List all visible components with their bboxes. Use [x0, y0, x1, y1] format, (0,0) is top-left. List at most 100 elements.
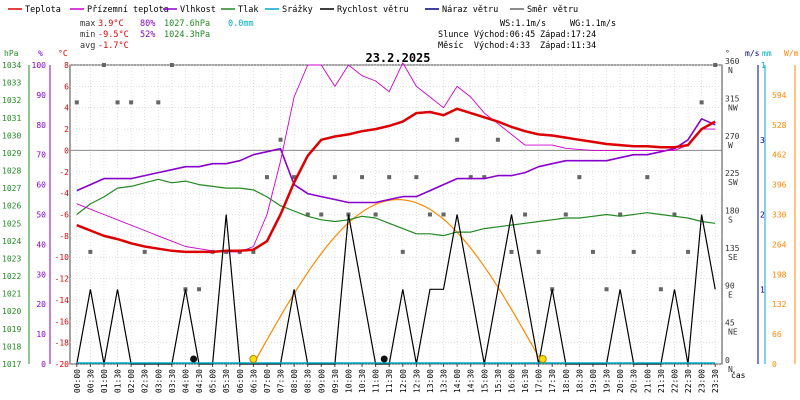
direction-tick-label: 360 [725, 57, 740, 66]
direction-compass-label: E [728, 290, 733, 299]
pressure-tick-label: 1030 [2, 131, 21, 140]
x-tick-label: 22:00 [670, 369, 679, 393]
x-tick-label: 03:30 [168, 369, 177, 393]
x-tick-label: 04:30 [195, 369, 204, 393]
x-tick-label: 09:30 [331, 369, 340, 393]
x-tick-label: 14:00 [453, 369, 462, 393]
x-tick-label: 18:30 [575, 369, 584, 393]
wind-direction-point [509, 249, 514, 254]
direction-unit: ° [725, 49, 730, 58]
x-tick-label: 20:00 [616, 369, 625, 393]
pressure-tick-label: 1023 [2, 254, 21, 263]
direction-compass-label: S [728, 216, 733, 225]
direction-compass-label: N [728, 365, 733, 374]
x-tick-label: 08:30 [304, 369, 313, 393]
moonrise-info: Měsíc Východ:4:33 [438, 41, 530, 51]
wind-direction-point [129, 100, 134, 105]
x-tick-label: 07:30 [277, 369, 286, 393]
temp-tick-label: -10 [55, 253, 70, 262]
radiation-tick-label: 0 [772, 360, 777, 369]
x-tick-label: 13:30 [440, 369, 449, 393]
x-tick-label: 22:30 [684, 369, 693, 393]
direction-compass-label: N [728, 66, 733, 75]
radiation-tick-label: 330 [772, 211, 787, 220]
temp-tick-label: -16 [55, 317, 70, 326]
wind-direction-point [672, 212, 677, 217]
direction-tick-label: 135 [725, 244, 740, 253]
x-tick-label: 16:30 [521, 369, 530, 393]
pressure-tick-label: 1019 [2, 325, 21, 334]
wind-direction-point [536, 249, 541, 254]
wind-direction-point [523, 212, 528, 217]
temp-tick-label: -12 [55, 275, 70, 284]
rain-unit: mm [762, 49, 772, 58]
legend-label: Přízemní teplota [87, 5, 169, 15]
rain-tick-label: 1 [761, 61, 766, 70]
wind-direction-point [251, 249, 256, 254]
wind-direction-point [292, 175, 297, 180]
x-tick-label: 20:30 [630, 369, 639, 393]
wind-direction-point [305, 212, 310, 217]
direction-compass-label: SW [728, 178, 738, 187]
wind-direction-point [495, 137, 500, 142]
direction-compass-label: NW [728, 103, 738, 112]
header: Teplota Přízemní teplota Vlhkost Tlak Srážky… [8, 5, 616, 65]
stat-max-temp: 3.9°C [98, 19, 124, 29]
wind-direction-point [427, 212, 432, 217]
moonset-info: Západ:11:34 [540, 41, 596, 51]
humidity-tick-label: 70 [36, 151, 46, 160]
series [74, 62, 718, 365]
pressure-tick-label: 1031 [2, 114, 21, 123]
x-tick-label: 01:30 [114, 369, 123, 393]
stat-max-hum: 80% [140, 19, 155, 29]
wind-direction-point [577, 175, 582, 180]
x-tick-label: 17:00 [535, 369, 544, 393]
pressure-tick-label: 1025 [2, 219, 21, 228]
x-tick-label: 23:30 [711, 369, 720, 393]
radiation-tick-label: 132 [772, 300, 787, 309]
direction-tick-label: 0 [725, 356, 730, 365]
x-tick-label: 14:30 [467, 369, 476, 393]
humidity-tick-label: 30 [36, 270, 46, 279]
x-tick-label: 10:30 [358, 369, 367, 393]
x-tick-label: 06:30 [249, 369, 258, 393]
pressure-tick-label: 1033 [2, 79, 21, 88]
legend: Teplota Přízemní teplota Vlhkost Tlak Srážky… [8, 5, 578, 15]
direction-tick-label: 180 [725, 207, 740, 216]
sunset-marker [538, 355, 547, 363]
x-tick-label: 19:00 [589, 369, 598, 393]
humidity-tick-label: 0 [41, 360, 46, 369]
stat-max-rain: 0.0mm [228, 19, 254, 29]
direction-tick-label: 315 [725, 94, 740, 103]
pressure-tick-label: 1027 [2, 184, 21, 193]
x-tick-label: 01:00 [100, 369, 109, 393]
radiation-tick-label: 198 [772, 270, 787, 279]
pressure-tick-label: 1029 [2, 149, 21, 158]
wind-speed-line [76, 214, 716, 365]
wind-direction-point [414, 175, 419, 180]
stat-max-press: 1027.6hPa [164, 19, 210, 29]
humidity-tick-label: 50 [36, 211, 46, 220]
wind-direction-point [264, 175, 269, 180]
x-tick-label: 13:00 [426, 369, 435, 393]
wind-direction-point [645, 175, 650, 180]
direction-tick-label: 225 [725, 169, 740, 178]
temp-tick-label: 6 [64, 82, 69, 91]
x-tick-label: 03:00 [154, 369, 163, 393]
stat-avg-label: avg [80, 41, 95, 51]
wind-direction-point [604, 287, 609, 292]
wind-direction-point [686, 249, 691, 254]
wind-direction-point [156, 100, 161, 105]
x-tick-label: 02:30 [141, 369, 150, 393]
legend-label: Srážky [282, 5, 313, 15]
plot-frame [69, 64, 723, 365]
pressure-tick-label: 1032 [2, 96, 21, 105]
sunrise-marker [249, 355, 258, 363]
temp-tick-label: 4 [64, 104, 69, 113]
wind-tick-label: 2 [760, 211, 765, 220]
legend-label: Vlhkost [180, 5, 216, 15]
stat-avg-temp: -1.7°C [98, 41, 129, 51]
legend-label: Náraz větru [442, 5, 498, 15]
